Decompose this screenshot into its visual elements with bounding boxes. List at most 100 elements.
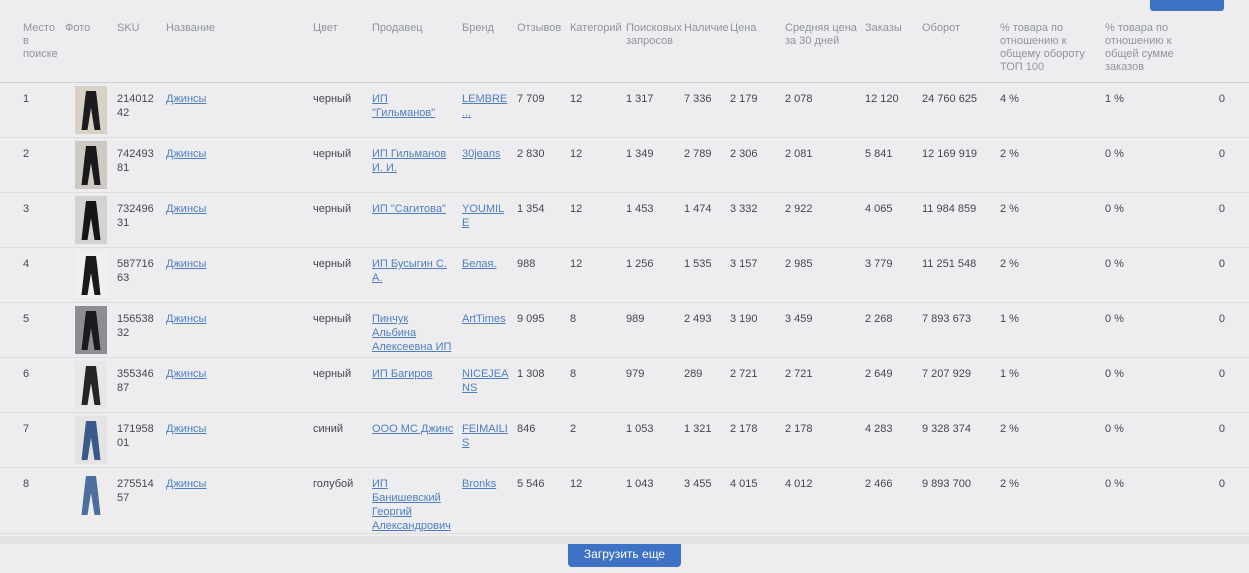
photo-cell (65, 468, 117, 519)
brand-link[interactable]: Bronks (462, 478, 497, 490)
brand-cell: FEIMAILIS (462, 413, 517, 450)
stock-cell: 7 336 (684, 93, 712, 105)
brand-cell: Bronks (462, 468, 517, 491)
product-name-link[interactable]: Джинсы (166, 148, 207, 160)
product-photo[interactable] (75, 196, 107, 244)
stock-cell: 2 493 (684, 313, 712, 325)
photo-cell (65, 303, 117, 354)
product-name-link[interactable]: Джинсы (166, 313, 207, 325)
product-name-link[interactable]: Джинсы (166, 423, 207, 435)
pct-turnover-cell: 2 % (1000, 148, 1019, 160)
col-header-pct-turnover: % товара по отношению к общему обороту Т… (1000, 22, 1085, 73)
col-header-pct-orders: % товара по отношению к общей сумме зака… (1105, 22, 1174, 73)
price-cell: 2 306 (730, 148, 758, 160)
product-photo[interactable] (75, 416, 107, 464)
seller-cell: ИП Банишевский Георгий Александрович (372, 468, 462, 533)
col-header-orders: Заказы (865, 22, 902, 34)
turnover-cell: 12 169 919 (922, 148, 978, 160)
product-photo[interactable] (75, 306, 107, 354)
turnover-cell: 9 328 374 (922, 423, 971, 435)
photo-cell (65, 83, 117, 134)
stock-cell: 289 (684, 368, 703, 380)
avg-price-cell: 2 081 (785, 148, 813, 160)
pct-orders-cell: 0 % (1105, 258, 1124, 270)
seller-link[interactable]: ИП Банишевский Георгий Александрович (372, 478, 451, 532)
load-more-button[interactable]: Загрузить еще (567, 541, 682, 567)
product-photo[interactable] (75, 251, 107, 299)
price-cell: 3 157 (730, 258, 758, 270)
col-header-price: Цена (730, 22, 757, 34)
sku-cell: 27551457 (117, 478, 154, 504)
orders-cell: 2 268 (865, 313, 893, 325)
brand-link[interactable]: NICEJEANS (462, 368, 509, 394)
sku-cell: 15653832 (117, 313, 154, 339)
seller-link[interactable]: ИП Багиров (372, 368, 433, 380)
name-cell: Джинсы (166, 248, 313, 271)
color-cell: черный (313, 368, 352, 380)
products-table: Место в поиске Фото SKU Название Цвет Пр… (0, 22, 1249, 534)
queries-cell: 1 453 (626, 203, 654, 215)
brand-cell: 30jeans (462, 138, 517, 161)
product-name-link[interactable]: Джинсы (166, 93, 207, 105)
table-row: 4 58771663 Джинсы черный ИП Бусыгин С. А… (0, 248, 1249, 303)
stock-cell: 1 321 (684, 423, 712, 435)
orders-cell: 3 779 (865, 258, 893, 270)
product-name-link[interactable]: Джинсы (166, 203, 207, 215)
name-cell: Джинсы (166, 358, 313, 381)
brand-link[interactable]: FEIMAILIS (462, 423, 508, 449)
jeans-silhouette-icon (81, 146, 101, 185)
jeans-silhouette-icon (81, 421, 101, 460)
orders-cell: 5 841 (865, 148, 893, 160)
queries-cell: 1 317 (626, 93, 654, 105)
product-photo[interactable] (75, 471, 107, 519)
brand-link[interactable]: ArtTimes (462, 313, 506, 325)
table-body: 1 21401242 Джинсы черный ИП "Гильманов" … (0, 83, 1249, 534)
brand-link[interactable]: Белая. (462, 258, 497, 270)
price-cell: 3 332 (730, 203, 758, 215)
brand-link[interactable]: LEMBRE... (462, 93, 508, 119)
pct-orders-cell: 0 % (1105, 203, 1124, 215)
seller-link[interactable]: ИП Гильманов И. И. (372, 148, 447, 174)
orders-cell: 2 466 (865, 478, 893, 490)
seller-link[interactable]: ИП "Гильманов" (372, 93, 436, 119)
sku-cell: 58771663 (117, 258, 154, 284)
categories-cell: 12 (570, 478, 583, 490)
seller-cell: ИП Багиров (372, 358, 462, 381)
product-name-link[interactable]: Джинсы (166, 258, 207, 270)
bottom-strip (0, 536, 1249, 544)
top-action-button[interactable] (1150, 0, 1224, 11)
pct-orders-cell: 1 % (1105, 93, 1124, 105)
orders-cell: 2 649 (865, 368, 893, 380)
product-photo[interactable] (75, 86, 107, 134)
brand-link[interactable]: YOUMILE (462, 203, 505, 229)
categories-cell: 12 (570, 258, 583, 270)
pct-turnover-cell: 2 % (1000, 478, 1019, 490)
pct-turnover-cell: 1 % (1000, 313, 1019, 325)
col-header-seller: Продавец (372, 22, 423, 34)
product-name-link[interactable]: Джинсы (166, 368, 207, 380)
seller-link[interactable]: ИП Бусыгин С. А. (372, 258, 447, 284)
stock-cell: 1 474 (684, 203, 712, 215)
seller-cell: ООО МС Джинс (372, 413, 462, 436)
name-cell: Джинсы (166, 413, 313, 436)
photo-cell (65, 358, 117, 409)
product-name-link[interactable]: Джинсы (166, 478, 207, 490)
seller-link[interactable]: ООО МС Джинс (372, 423, 454, 435)
name-cell: Джинсы (166, 303, 313, 326)
brand-link[interactable]: 30jeans (462, 148, 501, 160)
avg-price-cell: 3 459 (785, 313, 813, 325)
extra-cell: 0 (1218, 478, 1225, 490)
seller-link[interactable]: ИП "Сагитова" (372, 203, 446, 215)
seller-link[interactable]: Пинчук Альбина Алексеевна ИП (372, 313, 452, 353)
categories-cell: 8 (570, 313, 577, 325)
turnover-cell: 7 207 929 (922, 368, 971, 380)
name-cell: Джинсы (166, 83, 313, 106)
photo-cell (65, 248, 117, 299)
color-cell: черный (313, 203, 352, 215)
sku-cell: 35534687 (117, 368, 154, 394)
table-row: 6 35534687 Джинсы черный ИП Багиров NICE… (0, 358, 1249, 413)
col-header-brand: Бренд (462, 22, 494, 34)
product-photo[interactable] (75, 141, 107, 189)
avg-price-cell: 2 922 (785, 203, 813, 215)
product-photo[interactable] (75, 361, 107, 409)
